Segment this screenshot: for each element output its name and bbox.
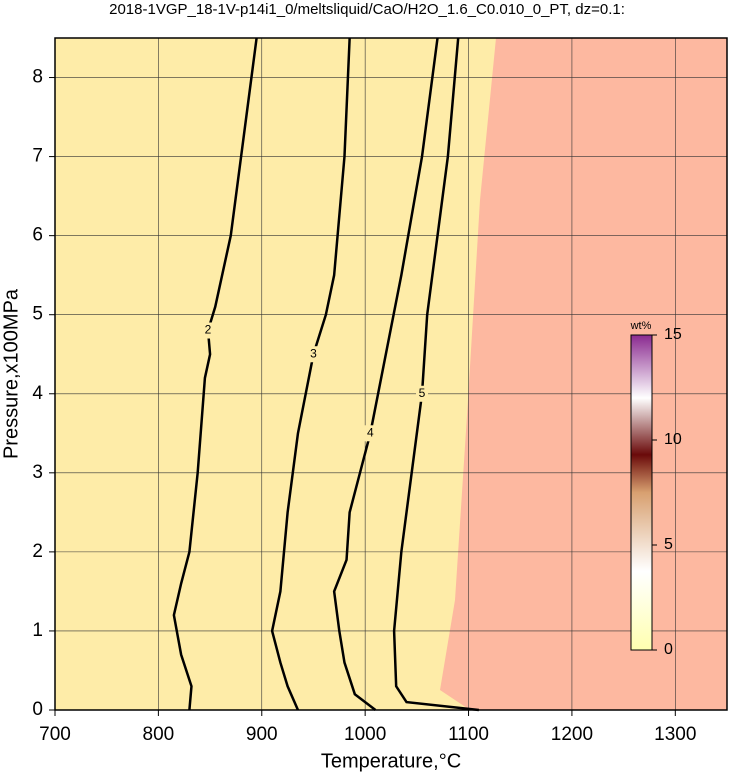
colorbar [630,334,653,651]
colorbar-tick-label: 10 [664,431,682,448]
y-tick-label: 4 [32,383,43,404]
contour-line [172,37,258,711]
y-tick-label: 7 [32,146,43,167]
y-tick-label: 1 [32,620,43,641]
x-axis-label: Temperature,°C [321,750,461,772]
colorbar-tick-label: 0 [664,641,673,658]
y-tick-label: 5 [32,304,43,325]
contour-label: 5 [419,386,426,400]
contour-label-bg [202,322,215,339]
contour-label-bg [364,425,377,442]
colorbar-tick-label: 5 [664,536,673,553]
y-tick-label: 0 [32,699,43,720]
contour-line [270,37,351,711]
y-tick-label: 2 [32,541,43,562]
contour-label-bg [307,346,320,363]
fill-region [440,38,727,710]
colorbar-label: wt% [630,320,652,332]
contour-label: 2 [205,323,212,337]
contour-label: 3 [310,346,317,360]
x-tick-label: 1100 [448,724,489,745]
contour-label-bg [416,385,429,402]
contour-label: 4 [367,425,374,439]
chart-title: 2018-1VGP_18-1V-p14i1_0/meltsliquid/CaO/… [109,1,625,18]
x-tick-label: 1000 [344,724,386,745]
x-tick-label: 1300 [654,724,696,745]
contour-line [392,37,480,712]
contour-line [332,37,439,711]
colorbar-tick-label: 15 [664,326,682,343]
y-tick-label: 8 [32,67,43,88]
x-tick-label: 900 [246,724,278,745]
y-tick-label: 3 [32,462,43,483]
y-axis-label: Pressure,x100MPa [0,288,22,459]
y-tick-label: 6 [32,225,43,246]
x-tick-label: 1200 [551,724,593,745]
x-tick-label: 700 [39,724,71,745]
x-tick-label: 800 [143,724,175,745]
plot-frame [54,37,728,711]
